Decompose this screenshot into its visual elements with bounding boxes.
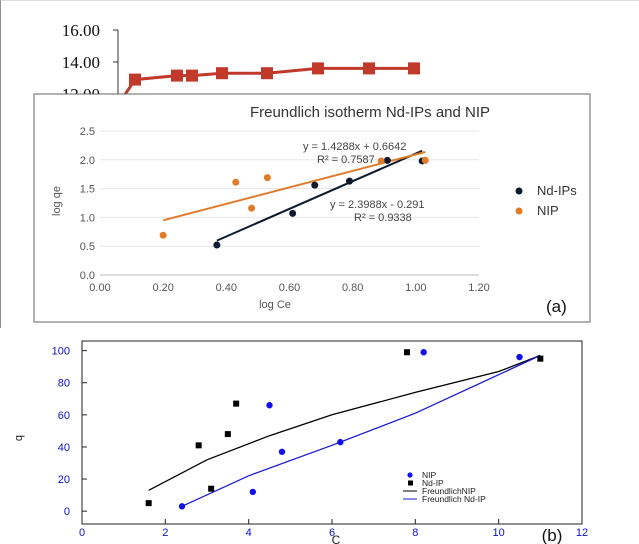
b-point-nip: [516, 353, 523, 361]
a-xtick-label: 0.40: [216, 282, 237, 294]
b-point-ndip: [233, 400, 240, 407]
a-xtick-label: 0.60: [279, 282, 300, 294]
bg-series-marker: [129, 73, 141, 86]
a-trendline-ndips: [216, 149, 423, 242]
chart-a-ylabel: log qe: [51, 186, 63, 216]
a-xtick-label: 0.80: [342, 282, 363, 294]
a-point-ndips: [346, 177, 354, 185]
a-ytick-label: 0.5: [80, 241, 95, 253]
chart-a-title: Freundlich isotherm Nd-IPs and NIP: [250, 104, 490, 121]
b-ytick-label: 60: [58, 410, 70, 422]
bg-series-marker: [171, 69, 183, 82]
b-point-ndip: [404, 349, 410, 356]
nip-trend-equation: y = 1.4288x + 0.6642: [303, 141, 406, 153]
a-ytick-label: 1.5: [80, 184, 95, 196]
b-curve-3: [181, 354, 541, 507]
b-legend-label: Freundlich Nd-IP: [422, 494, 486, 504]
b-xtick-label: 6: [329, 527, 335, 539]
b-point-nip: [278, 448, 286, 455]
a-point-nip: [159, 231, 167, 239]
b-point-ndip: [195, 442, 202, 449]
b-ytick-label: 100: [52, 346, 70, 358]
freundlich-log-chart: Freundlich isotherm Nd-IPs and NIP 0.00.…: [33, 93, 591, 323]
legend-nip-label: NIP: [537, 203, 559, 218]
b-ytick-label: 20: [58, 474, 70, 486]
bg-ytick-label: 14.00: [62, 53, 100, 72]
chart-a-xlabel: log Ce: [259, 299, 291, 311]
b-xtick-label: 10: [493, 527, 505, 539]
chart-b-ylabel: q: [13, 435, 25, 441]
bg-series-marker: [408, 62, 420, 75]
bg-series-marker: [363, 62, 375, 75]
b-point-ndip: [145, 500, 152, 507]
nip-trend-r2: R² = 0.7587: [317, 154, 375, 166]
legend-nip-marker: [515, 207, 523, 215]
bg-series-marker: [312, 62, 324, 75]
b-xtick-label: 2: [162, 527, 168, 539]
b-xtick-label: 4: [246, 527, 252, 539]
a-point-nip: [232, 178, 240, 186]
b-xtick-label: 8: [412, 527, 418, 539]
b-point-nip: [249, 488, 257, 496]
a-point-nip: [421, 156, 429, 164]
a-ytick-label: 0.0: [80, 270, 95, 282]
legend-ndips-label: Nd-IPs: [537, 183, 577, 198]
a-xtick-label: 1.20: [468, 282, 489, 294]
b-ytick-label: 80: [58, 378, 70, 390]
a-point-nip: [263, 174, 271, 182]
a-point-nip: [248, 204, 256, 212]
b-legend-label: NIP: [422, 470, 437, 480]
a-point-ndips: [213, 241, 221, 249]
a-point-nip: [377, 157, 385, 165]
bg-series-marker: [261, 67, 273, 80]
ndips-trend-equation: y = 2.3988x - 0.291: [330, 199, 424, 211]
b-point-nip: [420, 349, 427, 356]
b-legend-label: FreundlichNIP: [422, 486, 476, 496]
bg-series-marker: [216, 67, 228, 80]
b-legend-label: Nd-IP: [422, 478, 444, 488]
a-xtick-label: 0.20: [152, 282, 173, 294]
b-xtick-label: 0: [79, 527, 85, 539]
a-ytick-label: 2.5: [80, 126, 95, 138]
b-legend-square: [408, 480, 413, 486]
legend-ndips-marker: [515, 187, 523, 195]
a-xtick-label: 0.00: [89, 282, 110, 294]
b-curve-2: [148, 354, 541, 491]
a-point-ndips: [383, 156, 391, 164]
b-ytick-label: 0: [64, 506, 70, 518]
panel-label-a: (a): [546, 297, 567, 316]
a-ytick-label: 2.0: [80, 155, 95, 167]
panel-label-b: (b): [542, 526, 563, 544]
a-point-ndips: [289, 209, 297, 217]
b-point-nip: [337, 438, 344, 446]
chart-b-xlabel: C: [332, 533, 341, 544]
b-xtick-label: 12: [576, 527, 588, 539]
b-point-ndip: [224, 431, 231, 438]
b-point-nip: [266, 402, 273, 409]
bg-series-marker: [186, 69, 198, 82]
a-xtick-label: 1.00: [405, 282, 426, 294]
b-ytick-label: 40: [58, 442, 70, 454]
bg-ytick-label: 16.00: [62, 21, 100, 40]
a-ytick-label: 1.0: [80, 212, 95, 224]
inset-frame: [33, 93, 591, 323]
ndips-trend-r2: R² = 0.9338: [354, 212, 412, 224]
b-point-ndip: [208, 485, 215, 492]
b-point-nip: [178, 503, 186, 510]
b-point-ndip: [537, 355, 544, 362]
a-point-ndips: [311, 181, 319, 189]
b-legend-dot: [407, 472, 413, 478]
